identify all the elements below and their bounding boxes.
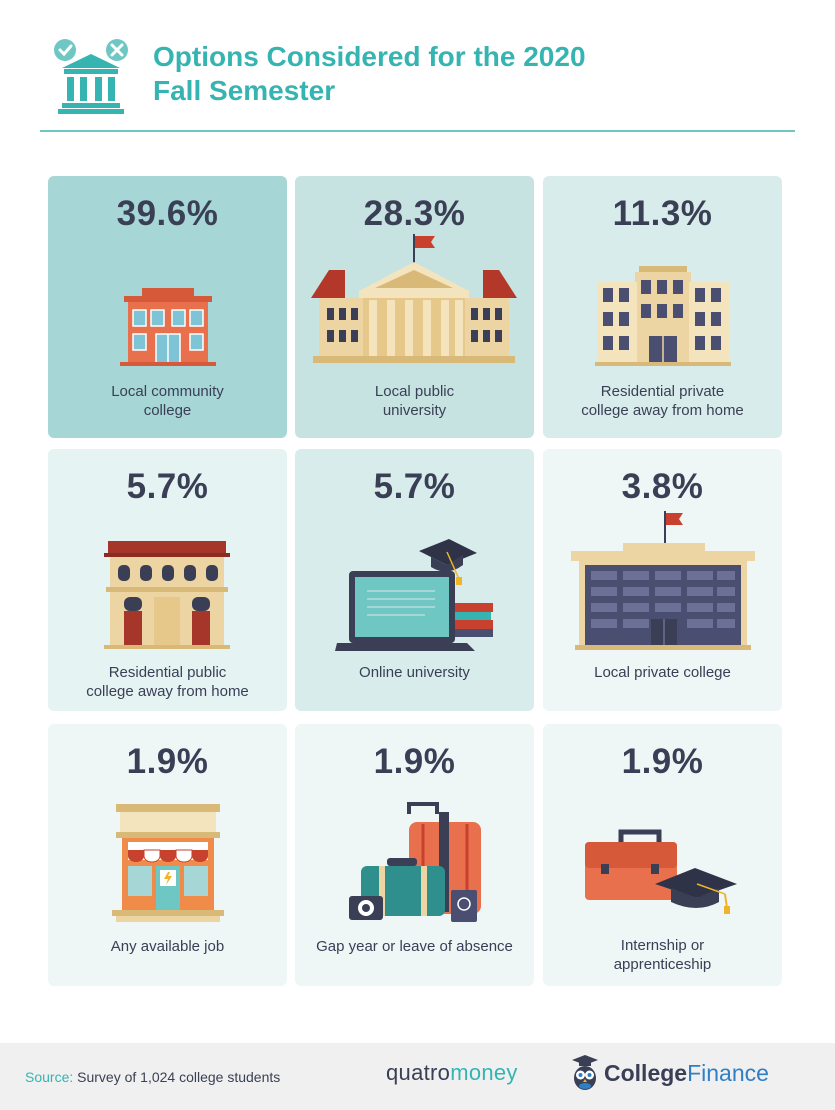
option-card-online-university: 5.7% Online university [295,449,534,711]
option-label-line2: apprenticeship [613,956,712,973]
public-university-building-icon [311,234,517,363]
option-percent: 39.6% [116,194,219,233]
collegefinance-logo: CollegeFinance [604,1060,769,1087]
option-label-line2: college [143,402,192,419]
quatromoney-logo-part1: quatro [386,1060,451,1085]
source-label: Source: [25,1069,74,1085]
collegefinance-logo-part1: College [604,1060,688,1086]
page-title-line2: Fall Semester [153,75,336,106]
storefront-icon [112,804,224,922]
option-label: Local public university [303,382,526,420]
option-label: Residential private college away from ho… [551,382,774,420]
option-label-line1: Online university [359,664,470,681]
option-percent: 1.9% [126,742,209,781]
owl-graduation-cap-icon [572,1055,598,1090]
option-card-local-community-college: 39.6% Local community college [48,176,287,438]
page-title-line1: Options Considered for the 2020 [153,41,586,72]
briefcase-graduation-cap-icon [585,829,737,914]
source-note: Source: Survey of 1,024 college students [25,1069,280,1085]
header: Options Considered for the 2020 Fall Sem… [0,0,835,132]
option-label: Online university [303,663,526,682]
option-label-line1: Residential public [108,664,227,681]
option-percent: 3.8% [621,467,704,506]
option-label-line1: Gap year or leave of absence [316,938,513,955]
quatromoney-logo: quatromoney [386,1060,518,1086]
option-card-any-available-job: 1.9% Any available job [48,724,287,986]
option-percent: 28.3% [363,194,466,233]
option-card-local-public-university: 28.3% Local [295,176,534,438]
option-label-line2: university [382,402,447,419]
option-label: Gap year or leave of absence [303,937,526,956]
option-card-residential-private-college: 11.3% Residential private college aw [543,176,782,438]
option-label-line2: college away from home [86,683,249,700]
option-card-internship: 1.9% Internship or apprenticeship [543,724,782,986]
option-percent: 5.7% [126,467,209,506]
option-card-residential-public-college: 5.7% Residential public college away fro… [48,449,287,711]
source-text: Survey of 1,024 college students [77,1069,281,1085]
luggage-icon [349,802,481,922]
local-private-college-icon [571,511,755,650]
option-card-gap-year: 1.9% Gap year or leave of absence [295,724,534,986]
option-label-line1: Local community [111,383,224,400]
option-percent: 1.9% [621,742,704,781]
option-label: Local private college [551,663,774,682]
dormitory-building-icon [104,541,230,649]
private-college-building-icon [595,266,731,366]
option-label-line1: Internship or [620,937,705,954]
institution-check-cross-icon [54,39,128,114]
laptop-graduation-cap-icon [335,539,493,651]
option-label: Local community college [56,382,279,420]
collegefinance-logo-part2: Finance [687,1060,769,1086]
quatromoney-logo-part2: money [450,1060,518,1085]
option-label-line1: Any available job [110,938,225,955]
option-percent: 5.7% [373,467,456,506]
option-label-line1: Local private college [594,664,731,681]
community-college-building-icon [120,288,216,366]
header-divider [40,130,795,132]
option-card-local-private-college: 3.8% Local private college [543,449,782,711]
option-label-line1: Local public [374,383,455,400]
option-label: Residential public college away from hom… [56,663,279,701]
page-title: Options Considered for the 2020 Fall Sem… [153,40,753,108]
footer: Source: Survey of 1,024 college students… [0,1043,835,1110]
option-label-line1: Residential private [600,383,725,400]
option-percent: 11.3% [612,194,713,233]
option-label: Internship or apprenticeship [551,936,774,974]
option-percent: 1.9% [373,742,456,781]
option-label: Any available job [56,937,279,956]
option-label-line2: college away from home [581,402,744,419]
